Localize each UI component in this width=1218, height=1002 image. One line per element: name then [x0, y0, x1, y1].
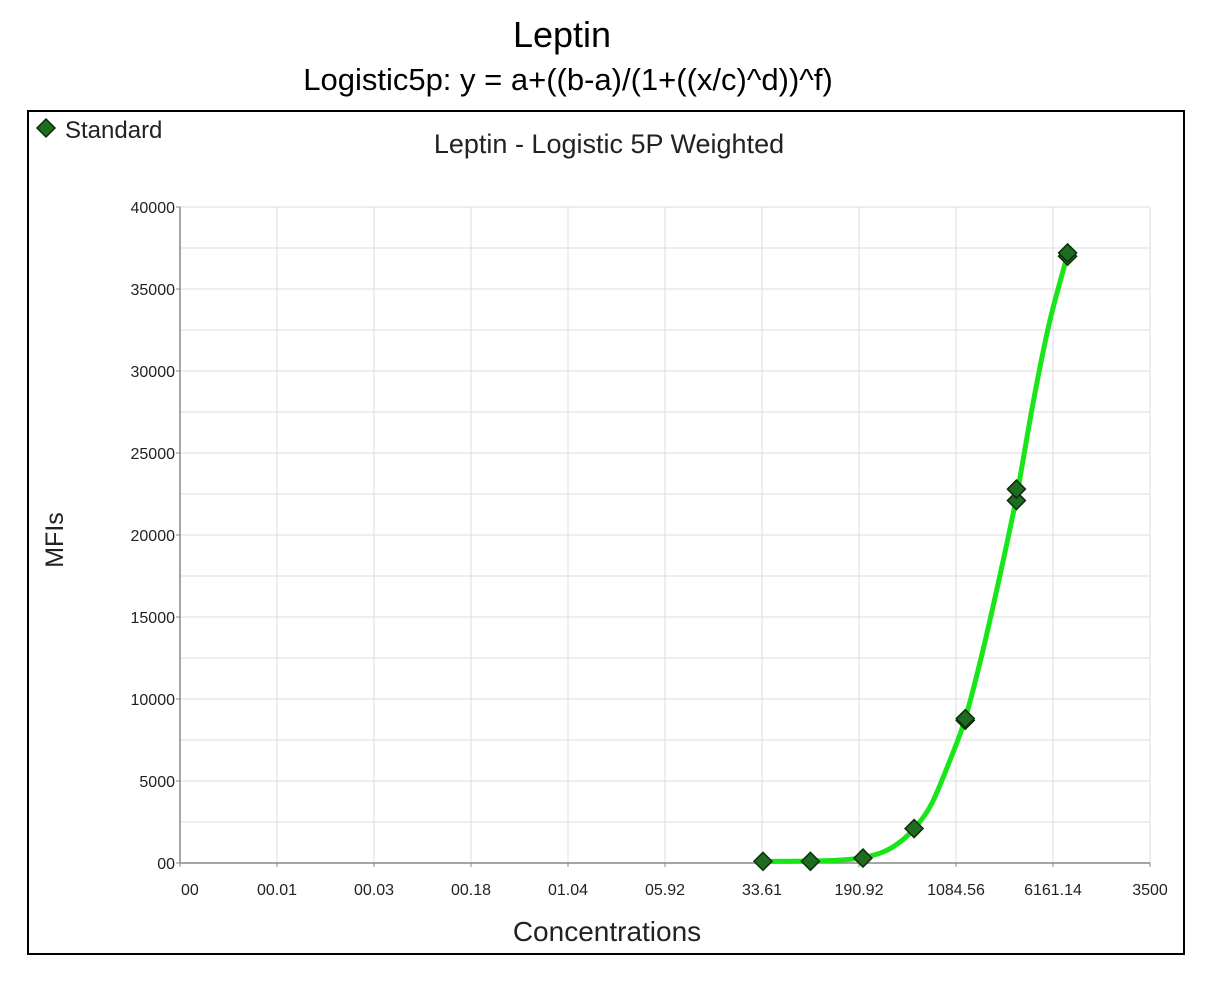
y-tick-label: 00 — [157, 856, 175, 873]
x-tick-label: 3500 — [1132, 882, 1168, 899]
data-point-diamond — [955, 708, 976, 729]
x-tick-label: 00.18 — [451, 882, 491, 899]
legend-marker-diamond — [35, 117, 57, 139]
fit-curve — [760, 252, 1071, 864]
x-tick-label: 6161.14 — [1024, 882, 1082, 899]
chart-svg: 00 5000 10000 15000 20000 25000 30000 35000 4000… — [35, 117, 1168, 947]
page-title: Leptin — [512, 14, 612, 55]
x-tick-label: 00.01 — [257, 882, 297, 899]
data-point-diamond — [800, 851, 821, 872]
data-point-diamond — [904, 818, 925, 839]
x-tick-label: 33.61 — [742, 882, 782, 899]
fit-curve-line — [760, 252, 1071, 864]
data-point-diamond — [752, 851, 774, 872]
x-tick-label: 00 — [181, 882, 199, 899]
y-tick-label: 30000 — [131, 364, 176, 381]
chart-title: Leptin - Logistic 5P Weighted — [434, 129, 784, 159]
x-axis-label: Concentrations — [513, 916, 701, 947]
y-tick-label: 25000 — [131, 446, 176, 463]
x-tick-label: 190.92 — [835, 882, 884, 899]
data-point-diamond — [1006, 479, 1027, 500]
y-tick-labels: 00 5000 10000 15000 20000 25000 30000 35000 4000… — [131, 200, 180, 873]
data-point-diamond — [852, 848, 874, 869]
chart-frame: 00 5000 10000 15000 20000 25000 30000 35000 4000… — [27, 110, 1185, 955]
data-points — [752, 242, 1078, 872]
x-tick-label: 01.04 — [548, 882, 588, 899]
x-tick-labels: 00 00.01 00.03 00.18 01.04 05.92 33.61 190.92 10… — [179, 863, 1168, 899]
equation-subtitle: Logistic5p: y = a+((b-a)/(1+((x/c)^d))^f… — [303, 62, 833, 97]
x-tick-label: 1084.56 — [927, 882, 985, 899]
legend: Standard — [35, 117, 162, 144]
data-point-diamond — [1006, 490, 1027, 511]
y-tick-label: 35000 — [131, 282, 176, 299]
x-tick-label: 05.92 — [645, 882, 685, 899]
legend-label: Standard — [65, 117, 162, 144]
y-tick-label: 40000 — [131, 200, 176, 217]
y-tick-label: 20000 — [131, 528, 176, 545]
x-tick-label: 00.03 — [354, 882, 394, 899]
grid — [179, 206, 1151, 864]
y-tick-label: 15000 — [131, 610, 176, 627]
y-tick-label: 10000 — [131, 692, 176, 709]
y-axis-label: MFIs — [41, 512, 69, 568]
data-point-diamond — [1057, 242, 1078, 263]
y-tick-label: 5000 — [139, 774, 175, 791]
